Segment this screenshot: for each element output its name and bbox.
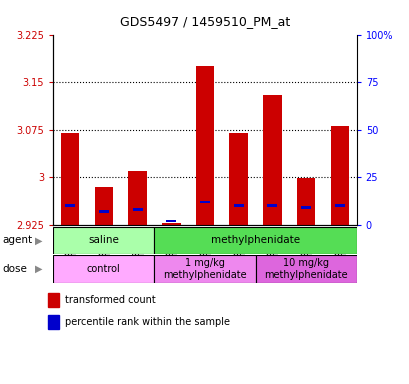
Bar	[330, 126, 348, 225]
Bar	[61, 133, 79, 225]
Text: control: control	[87, 264, 120, 274]
Bar	[132, 208, 142, 211]
Bar	[195, 66, 214, 225]
Text: saline: saline	[88, 235, 119, 245]
Bar	[154, 255, 255, 283]
Bar	[233, 204, 243, 207]
Bar	[263, 95, 281, 225]
Bar	[334, 204, 344, 207]
Text: agent: agent	[2, 235, 32, 245]
Bar	[154, 227, 356, 254]
Bar	[48, 315, 59, 329]
Text: transformed count: transformed count	[65, 295, 156, 305]
Bar	[300, 206, 310, 209]
Bar	[53, 255, 154, 283]
Bar	[128, 171, 146, 225]
Text: 10 mg/kg
methylphenidate: 10 mg/kg methylphenidate	[264, 258, 347, 280]
Text: 1 mg/kg
methylphenidate: 1 mg/kg methylphenidate	[163, 258, 246, 280]
Bar	[200, 200, 209, 203]
Text: ▶: ▶	[35, 235, 42, 245]
Bar	[48, 293, 59, 307]
Bar	[99, 210, 109, 213]
Text: dose: dose	[2, 264, 27, 274]
Bar	[162, 223, 180, 225]
Text: GDS5497 / 1459510_PM_at: GDS5497 / 1459510_PM_at	[119, 15, 290, 28]
Bar	[255, 255, 356, 283]
Text: methylphenidate: methylphenidate	[211, 235, 299, 245]
Bar	[53, 227, 154, 254]
Bar	[166, 220, 176, 222]
Bar	[296, 179, 315, 225]
Bar	[65, 204, 75, 207]
Text: percentile rank within the sample: percentile rank within the sample	[65, 317, 230, 327]
Bar	[229, 133, 247, 225]
Text: ▶: ▶	[35, 264, 42, 274]
Bar	[267, 204, 277, 207]
Bar	[94, 187, 113, 225]
